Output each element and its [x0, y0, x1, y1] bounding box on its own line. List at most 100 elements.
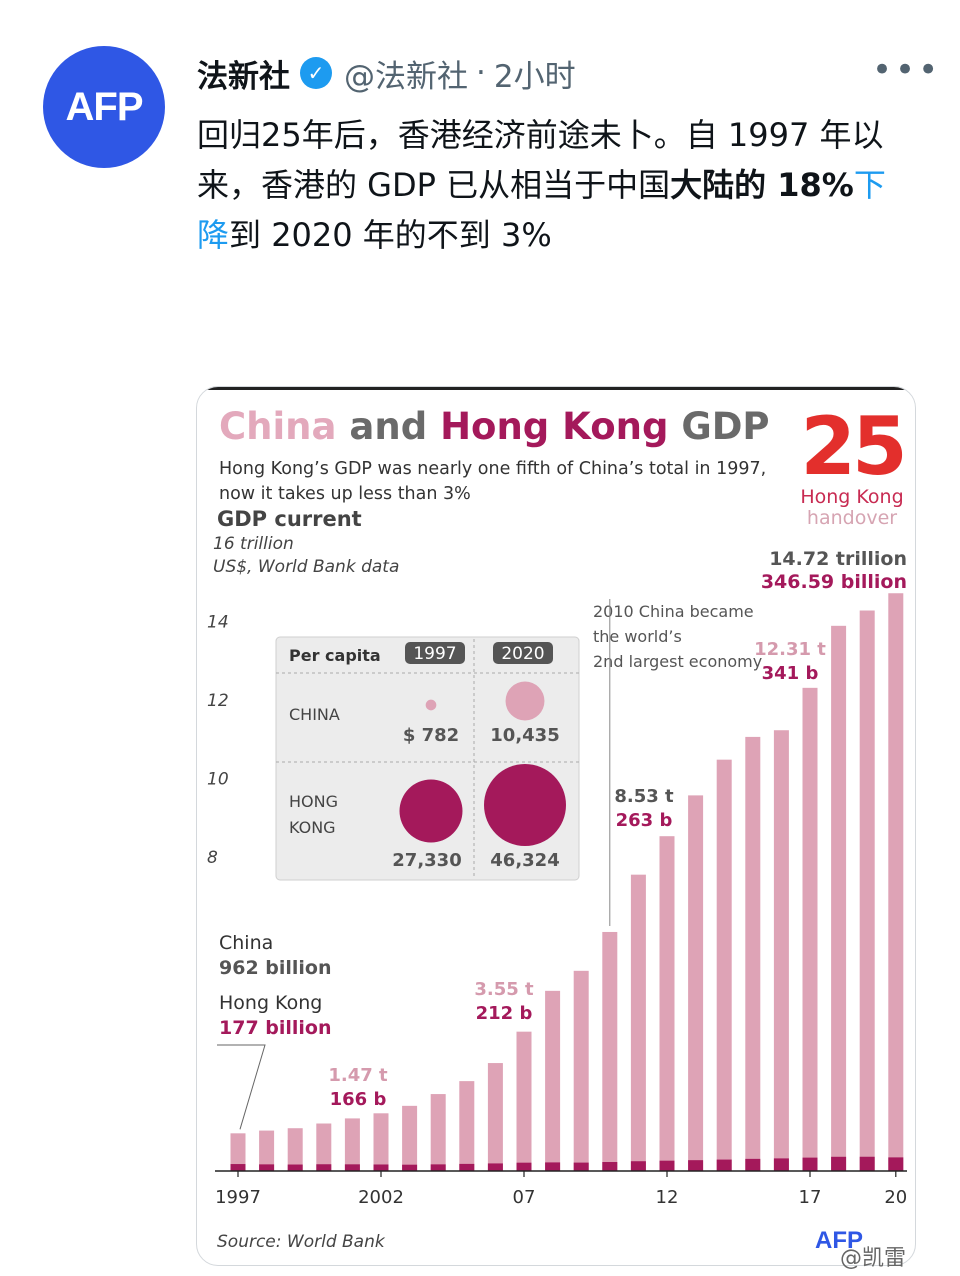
- logo-line-2: handover: [806, 507, 898, 529]
- year-badge: [493, 642, 553, 664]
- china-bar: [230, 1133, 246, 1171]
- year-badge-label: 1997: [413, 644, 456, 664]
- hong-kong-bar: [430, 1164, 446, 1171]
- unit-line-1: 16 trillion: [213, 534, 294, 554]
- gdp-bar-chart: 8 10 12 14 1997 2002 07 12 17 20 China 962 billion H…: [207, 548, 907, 1208]
- china-bar: [716, 759, 732, 1171]
- note-2010-line: the world’s: [593, 627, 682, 646]
- china-bar: [745, 736, 761, 1171]
- gdp-current-label: GDP current: [217, 507, 362, 531]
- x-tick-label: 20: [884, 1187, 907, 1208]
- y-tick-label: 12: [207, 691, 229, 711]
- annotation-2020-hk: 346.59 billion: [761, 571, 907, 593]
- card-top-line: [197, 387, 915, 390]
- annotation-2017-china: 12.31 t: [754, 639, 826, 660]
- china-bar: [545, 990, 561, 1171]
- row-label-hong: HONG: [289, 792, 338, 811]
- annotation-2012-china: 8.53 t: [614, 786, 674, 807]
- y-tick-label: 10: [207, 770, 229, 790]
- per-capita-value: 46,324: [490, 850, 559, 871]
- tweet-header: 法新社 ✓ @法新社 · 2小时: [197, 50, 576, 96]
- unit-label: 16 trillion US$, World Bank data: [213, 533, 399, 579]
- hong-kong-bar: [373, 1164, 389, 1171]
- x-tick-label: 12: [656, 1187, 679, 1208]
- leader-line-1997: [217, 1044, 266, 1130]
- china-bar: [316, 1123, 332, 1171]
- china-bar: [859, 610, 875, 1171]
- annotation-2002-china: 1.47 t: [328, 1065, 388, 1086]
- per-capita-value: $ 782: [403, 725, 459, 746]
- y-tick-label: 8: [207, 848, 218, 868]
- hong-kong-bar: [573, 1162, 589, 1171]
- china-bar: [459, 1081, 475, 1171]
- chart-title: China and Hong Kong GDP: [219, 405, 770, 448]
- media-card[interactable]: China and Hong Kong GDP Hong Kong’s GDP …: [196, 386, 916, 1266]
- note-2010-line: 2010 China became: [593, 602, 754, 621]
- year-badge: [405, 642, 465, 664]
- hong-kong-bar: [402, 1164, 418, 1171]
- title-china: China: [219, 405, 337, 448]
- per-capita-value: 27,330: [392, 850, 461, 871]
- tweet-text-link[interactable]: 下降: [197, 166, 886, 254]
- more-options-icon[interactable]: •••: [872, 50, 942, 90]
- hong-kong-bar: [287, 1164, 303, 1171]
- china-bar: [888, 593, 904, 1171]
- china-bar: [402, 1105, 418, 1171]
- china-bar: [831, 625, 847, 1171]
- hong-kong-bar: [688, 1160, 704, 1171]
- china-bar: [259, 1130, 275, 1171]
- dot-separator: ·: [476, 55, 486, 91]
- per-capita-bubble: [425, 699, 437, 711]
- annotation-2012-hk: 263 b: [616, 810, 673, 831]
- title-and: and: [349, 405, 428, 448]
- weibo-watermark: @凯雷: [840, 1246, 907, 1271]
- x-tick-label: 17: [799, 1187, 822, 1208]
- china-bar: [602, 931, 618, 1171]
- hong-kong-bar: [259, 1164, 275, 1171]
- china-bar: [344, 1118, 360, 1171]
- unit-line-2: US$, World Bank data: [213, 557, 400, 577]
- china-bar: [773, 730, 789, 1171]
- per-capita-bubble: [399, 779, 463, 843]
- china-bar: [516, 1031, 532, 1171]
- china-bar: [630, 874, 646, 1171]
- hong-kong-bar: [630, 1161, 646, 1171]
- per-capita-title: Per capita: [289, 646, 381, 665]
- verified-badge-icon: ✓: [300, 57, 332, 89]
- hong-kong-bar: [602, 1162, 618, 1171]
- hong-kong-bar: [888, 1157, 904, 1171]
- hong-kong-bar: [859, 1156, 875, 1171]
- afp-logo-small: AFP: [815, 1227, 863, 1254]
- source-note: Source: World Bank: [217, 1232, 385, 1252]
- year-badge-label: 2020: [501, 644, 544, 664]
- tweet-text: 回归25年后，香港经济前途未卜。自 1997 年以来，香港的 GDP 已从相当于…: [197, 110, 917, 260]
- chart-subtitle: Hong Kong’s GDP was nearly one fifth of …: [219, 459, 767, 504]
- tweet-text-part-1: 回归25年后，香港经济前途未卜。自 1997 年以来，香港的 GDP 已从相当于…: [197, 116, 884, 204]
- annotation-2002-hk: 166 b: [330, 1089, 387, 1110]
- china-bar: [802, 687, 818, 1171]
- author-name[interactable]: 法新社: [197, 58, 290, 95]
- china-bar: [287, 1128, 303, 1171]
- hong-kong-bar: [230, 1164, 246, 1171]
- x-tick-label: 07: [513, 1187, 536, 1208]
- hong-kong-bar: [545, 1162, 561, 1171]
- annotation-2007-china: 3.55 t: [474, 979, 534, 1000]
- annotation-2007-hk: 212 b: [476, 1003, 533, 1024]
- annotation-china-label: China: [219, 932, 273, 954]
- annotation-2017-hk: 341 b: [762, 663, 819, 684]
- china-bar: [688, 795, 704, 1171]
- annotation-hk-label: Hong Kong: [219, 992, 322, 1014]
- note-2010-line: 2nd largest economy: [593, 652, 762, 671]
- row-label-kong: KONG: [289, 818, 336, 837]
- per-capita-bubble: [505, 681, 545, 721]
- tweet-time[interactable]: 2小时: [493, 58, 576, 95]
- tweet-text-bold: 大陆的 18%: [670, 166, 854, 204]
- x-tick-label: 1997: [215, 1187, 261, 1208]
- hong-kong-bar: [344, 1164, 360, 1171]
- hong-kong-bar: [516, 1162, 532, 1171]
- author-handle[interactable]: @法新社: [344, 58, 468, 95]
- hong-kong-bar: [745, 1158, 761, 1171]
- hong-kong-bar: [773, 1158, 789, 1171]
- afp-avatar[interactable]: AFP: [43, 46, 165, 168]
- china-bar: [573, 970, 589, 1171]
